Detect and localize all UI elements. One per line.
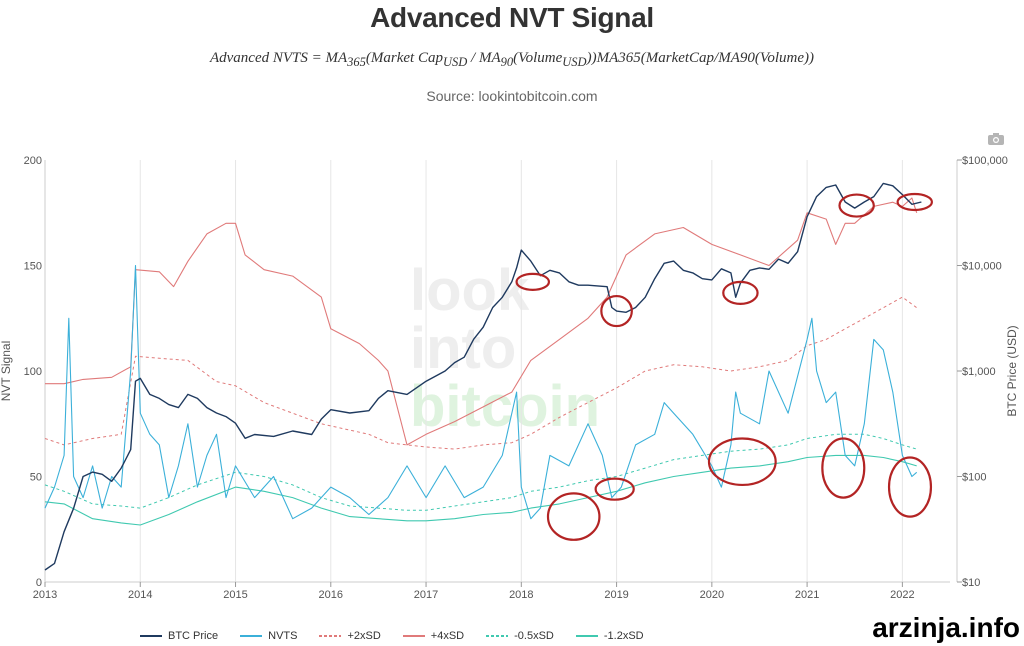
y-left-tick-label: 100 — [24, 366, 42, 378]
logo-word-look: look — [410, 258, 530, 323]
legend-item-nvts[interactable]: NVTS — [240, 630, 297, 642]
y-right-axis-title: BTC Price (USD) — [1005, 325, 1019, 416]
logo-word-into: into — [410, 316, 516, 381]
legend-swatch — [486, 635, 509, 637]
series-btc-price — [44, 182, 922, 571]
legend-item--0-5xsd[interactable]: -0.5xSD — [486, 630, 554, 642]
series--0-5xsd — [44, 433, 917, 511]
legend-label: -0.5xSD — [514, 630, 554, 642]
legend-item--1-2xsd[interactable]: -1.2xSD — [575, 630, 644, 642]
series-lines — [44, 182, 922, 571]
legend-item--2xsd[interactable]: +2xSD — [319, 630, 381, 642]
highlight-circle-9 — [838, 193, 875, 218]
y-right-tick-label: $100,000 — [962, 155, 1008, 167]
highlight-circle-2 — [594, 477, 635, 501]
x-tick-label: 2015 — [223, 589, 247, 601]
formula-sub-usd-1: USD — [442, 55, 468, 69]
legend-label: +2xSD — [347, 630, 381, 642]
formula-sub-usd-2: USD — [562, 55, 587, 69]
legend-swatch — [240, 635, 263, 637]
annotations — [515, 192, 934, 541]
formula-lhs: Advanced NVTS = MA — [209, 50, 348, 66]
highlight-circle-10 — [896, 192, 934, 212]
x-tick-label: 2016 — [319, 589, 343, 601]
legend-label: -1.2xSD — [603, 630, 644, 642]
background-logo: lookintobitcoin — [410, 258, 600, 439]
series--2xsd — [44, 296, 917, 450]
camera-icon[interactable] — [988, 133, 1004, 145]
logo-word-bitcoin: bitcoin — [410, 374, 600, 439]
highlight-circle-5 — [887, 456, 933, 518]
x-tick-label: 2021 — [795, 589, 819, 601]
y-left-tick-label: 200 — [24, 155, 42, 167]
legend-item-btc-price[interactable]: BTC Price — [140, 630, 218, 642]
x-tick-label: 2013 — [33, 589, 57, 601]
chart-area: lookintobitcoin 2013 2014 2015 2016 2017 2018… — [0, 155, 1019, 601]
legend-label: BTC Price — [168, 630, 219, 642]
y-left-tick-label: 50 — [30, 472, 42, 484]
highlight-circle-1 — [546, 492, 601, 541]
y-right-tick-label: $10,000 — [962, 261, 1002, 273]
y-right-tick-label: $10 — [962, 577, 980, 589]
x-tick-label: 2019 — [604, 589, 628, 601]
formula-sub-365: 365 — [347, 55, 366, 69]
highlight-circle-4 — [821, 437, 866, 499]
legend-swatch — [319, 635, 342, 637]
formula-part-3: (Volume — [513, 50, 563, 66]
x-tick-label: 2014 — [128, 589, 152, 601]
x-tick-label: 2022 — [890, 589, 914, 601]
axes: 2013 2014 2015 2016 2017 2018 2019 2020 2021 2022… — [0, 155, 1019, 601]
legend-swatch — [402, 635, 425, 637]
formula-part-2: / MA — [467, 50, 501, 66]
formula-part-1: (Market Cap — [365, 50, 443, 66]
series--4xsd — [45, 197, 918, 446]
legend-swatch — [575, 635, 598, 637]
formula-part-4: ))MA365(MarketCap/MA90(Volume)) — [586, 50, 815, 66]
series--1-2xsd — [44, 454, 917, 526]
highlight-circle-3 — [707, 437, 777, 487]
x-tick-label: 2018 — [509, 589, 533, 601]
legend: BTC Price NVTS +2xSD +4xSD -0.5xSD -1.2xSD — [140, 628, 666, 644]
y-right-tick-label: $1,000 — [962, 366, 996, 378]
series-nvts — [44, 264, 918, 520]
highlight-circle-7 — [600, 294, 633, 328]
grid — [44, 160, 903, 582]
y-left-tick-label: 150 — [24, 261, 42, 273]
x-tick-label: 2017 — [414, 589, 438, 601]
formula: Advanced NVTS = MA365(Market CapUSD / MA… — [0, 50, 1024, 70]
source-label: Source: lookintobitcoin.com — [426, 88, 598, 104]
legend-label: NVTS — [268, 630, 298, 642]
chart-title: Advanced NVT Signal — [370, 2, 654, 33]
legend-item--4xsd[interactable]: +4xSD — [402, 630, 465, 642]
y-left-axis-title: NVT Signal — [0, 341, 13, 401]
x-tick-label: 2020 — [700, 589, 724, 601]
formula-sub-90: 90 — [500, 55, 514, 69]
y-right-tick-label: $100 — [962, 472, 986, 484]
highlight-circle-8 — [722, 280, 759, 305]
legend-label: +4xSD — [430, 630, 465, 642]
highlight-circle-6 — [515, 272, 551, 291]
legend-swatch — [140, 635, 162, 637]
watermark: arzinja.info — [872, 612, 1020, 643]
y-left-tick-label: 0 — [36, 577, 42, 589]
